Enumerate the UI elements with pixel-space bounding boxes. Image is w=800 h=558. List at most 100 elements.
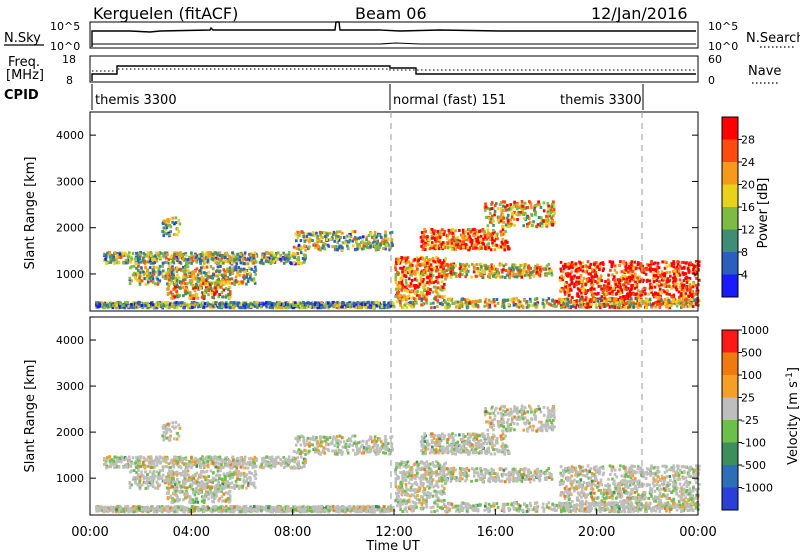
- power-cell: [497, 207, 500, 210]
- power-cell: [576, 293, 579, 296]
- power-cell: [438, 275, 441, 278]
- power-cell: [161, 230, 164, 233]
- power-cell: [463, 237, 466, 240]
- power-colorbar-swatch: [722, 185, 738, 208]
- nave-tick-bottom: 0: [708, 74, 715, 87]
- power-cell: [595, 303, 598, 306]
- power-cell: [443, 283, 446, 286]
- power-cell: [638, 280, 641, 283]
- power-cell: [404, 271, 407, 274]
- power-cell: [254, 269, 257, 272]
- power-cell: [203, 292, 206, 295]
- power-cell: [626, 280, 629, 283]
- power-cell: [510, 299, 513, 302]
- power-cell: [403, 274, 406, 277]
- noise-tick-top-left: 10^5: [50, 20, 80, 33]
- power-cell: [454, 264, 457, 267]
- power-cell: [247, 258, 250, 261]
- power-cell: [265, 256, 268, 259]
- power-cell: [292, 252, 295, 255]
- power-cell: [454, 301, 457, 304]
- power-cell: [203, 306, 206, 309]
- power-cell: [195, 284, 198, 287]
- power-cell: [133, 306, 136, 309]
- power-cell: [614, 283, 617, 286]
- power-cell: [652, 293, 655, 296]
- power-cell: [451, 240, 454, 243]
- power-cell: [225, 260, 228, 263]
- power-cell: [488, 299, 491, 302]
- power-cell: [516, 207, 519, 210]
- power-cell: [487, 229, 490, 232]
- power-cell: [686, 281, 689, 284]
- power-cell: [491, 237, 494, 240]
- power-cell: [294, 256, 297, 259]
- power-cell: [144, 304, 147, 307]
- freq-unit: [MHz]: [6, 68, 44, 83]
- power-cell: [254, 273, 257, 276]
- power-cell: [522, 272, 525, 275]
- power-cell: [300, 239, 303, 242]
- power-cell: [632, 267, 635, 270]
- power-cell: [150, 254, 153, 257]
- power-cell: [676, 282, 679, 285]
- date-title: 12/Jan/2016: [591, 4, 688, 23]
- freq-tick-top: 18: [62, 53, 76, 66]
- power-cell: [134, 257, 137, 260]
- power-cell: [473, 234, 476, 237]
- power-cell: [500, 210, 503, 213]
- power-cell: [433, 237, 436, 240]
- power-cell: [218, 303, 221, 306]
- power-cell: [176, 253, 179, 256]
- power-cell: [483, 305, 486, 308]
- power-cell: [551, 203, 554, 206]
- power-cell: [298, 244, 301, 247]
- power-cell: [146, 254, 149, 257]
- power-cell: [544, 273, 547, 276]
- power-cell: [614, 269, 617, 272]
- power-cell: [614, 264, 617, 267]
- power-cell: [448, 229, 451, 232]
- power-cell: [220, 262, 223, 265]
- power-cell: [529, 300, 532, 303]
- power-cell: [575, 300, 578, 303]
- power-cell: [657, 293, 660, 296]
- power-cell: [234, 265, 237, 268]
- power-cell: [486, 304, 489, 307]
- power-cell: [532, 220, 535, 223]
- power-cell: [196, 261, 199, 264]
- power-cell: [253, 277, 256, 280]
- power-cell: [283, 262, 286, 265]
- power-cell: [109, 251, 112, 254]
- power-cell: [146, 277, 149, 280]
- power-cell: [197, 305, 200, 308]
- power-cell: [660, 299, 663, 302]
- power-cell: [566, 298, 569, 301]
- power-cell: [507, 299, 510, 302]
- power-cell: [194, 303, 197, 306]
- power-cell: [472, 228, 475, 231]
- power-cell: [175, 290, 178, 293]
- power-cell: [626, 294, 629, 297]
- power-cell: [489, 212, 492, 215]
- power-cell: [336, 237, 339, 240]
- power-cell: [418, 297, 421, 300]
- power-cell: [333, 240, 336, 243]
- power-cell: [170, 291, 173, 294]
- noise-tick-bottom-right: 10^0: [708, 40, 738, 53]
- power-cell: [465, 303, 468, 306]
- power-cell: [604, 280, 607, 283]
- power-cell: [475, 275, 478, 278]
- power-cell: [381, 305, 384, 308]
- power-cell: [308, 240, 311, 243]
- power-cell: [401, 267, 404, 270]
- power-cell: [233, 283, 236, 286]
- power-cell: [695, 277, 698, 280]
- power-cell: [328, 305, 331, 308]
- power-cell: [458, 229, 461, 232]
- power-cell: [133, 272, 136, 275]
- power-cell: [483, 271, 486, 274]
- power-cell: [593, 263, 596, 266]
- power-cell: [612, 287, 615, 290]
- power-cell: [415, 264, 418, 267]
